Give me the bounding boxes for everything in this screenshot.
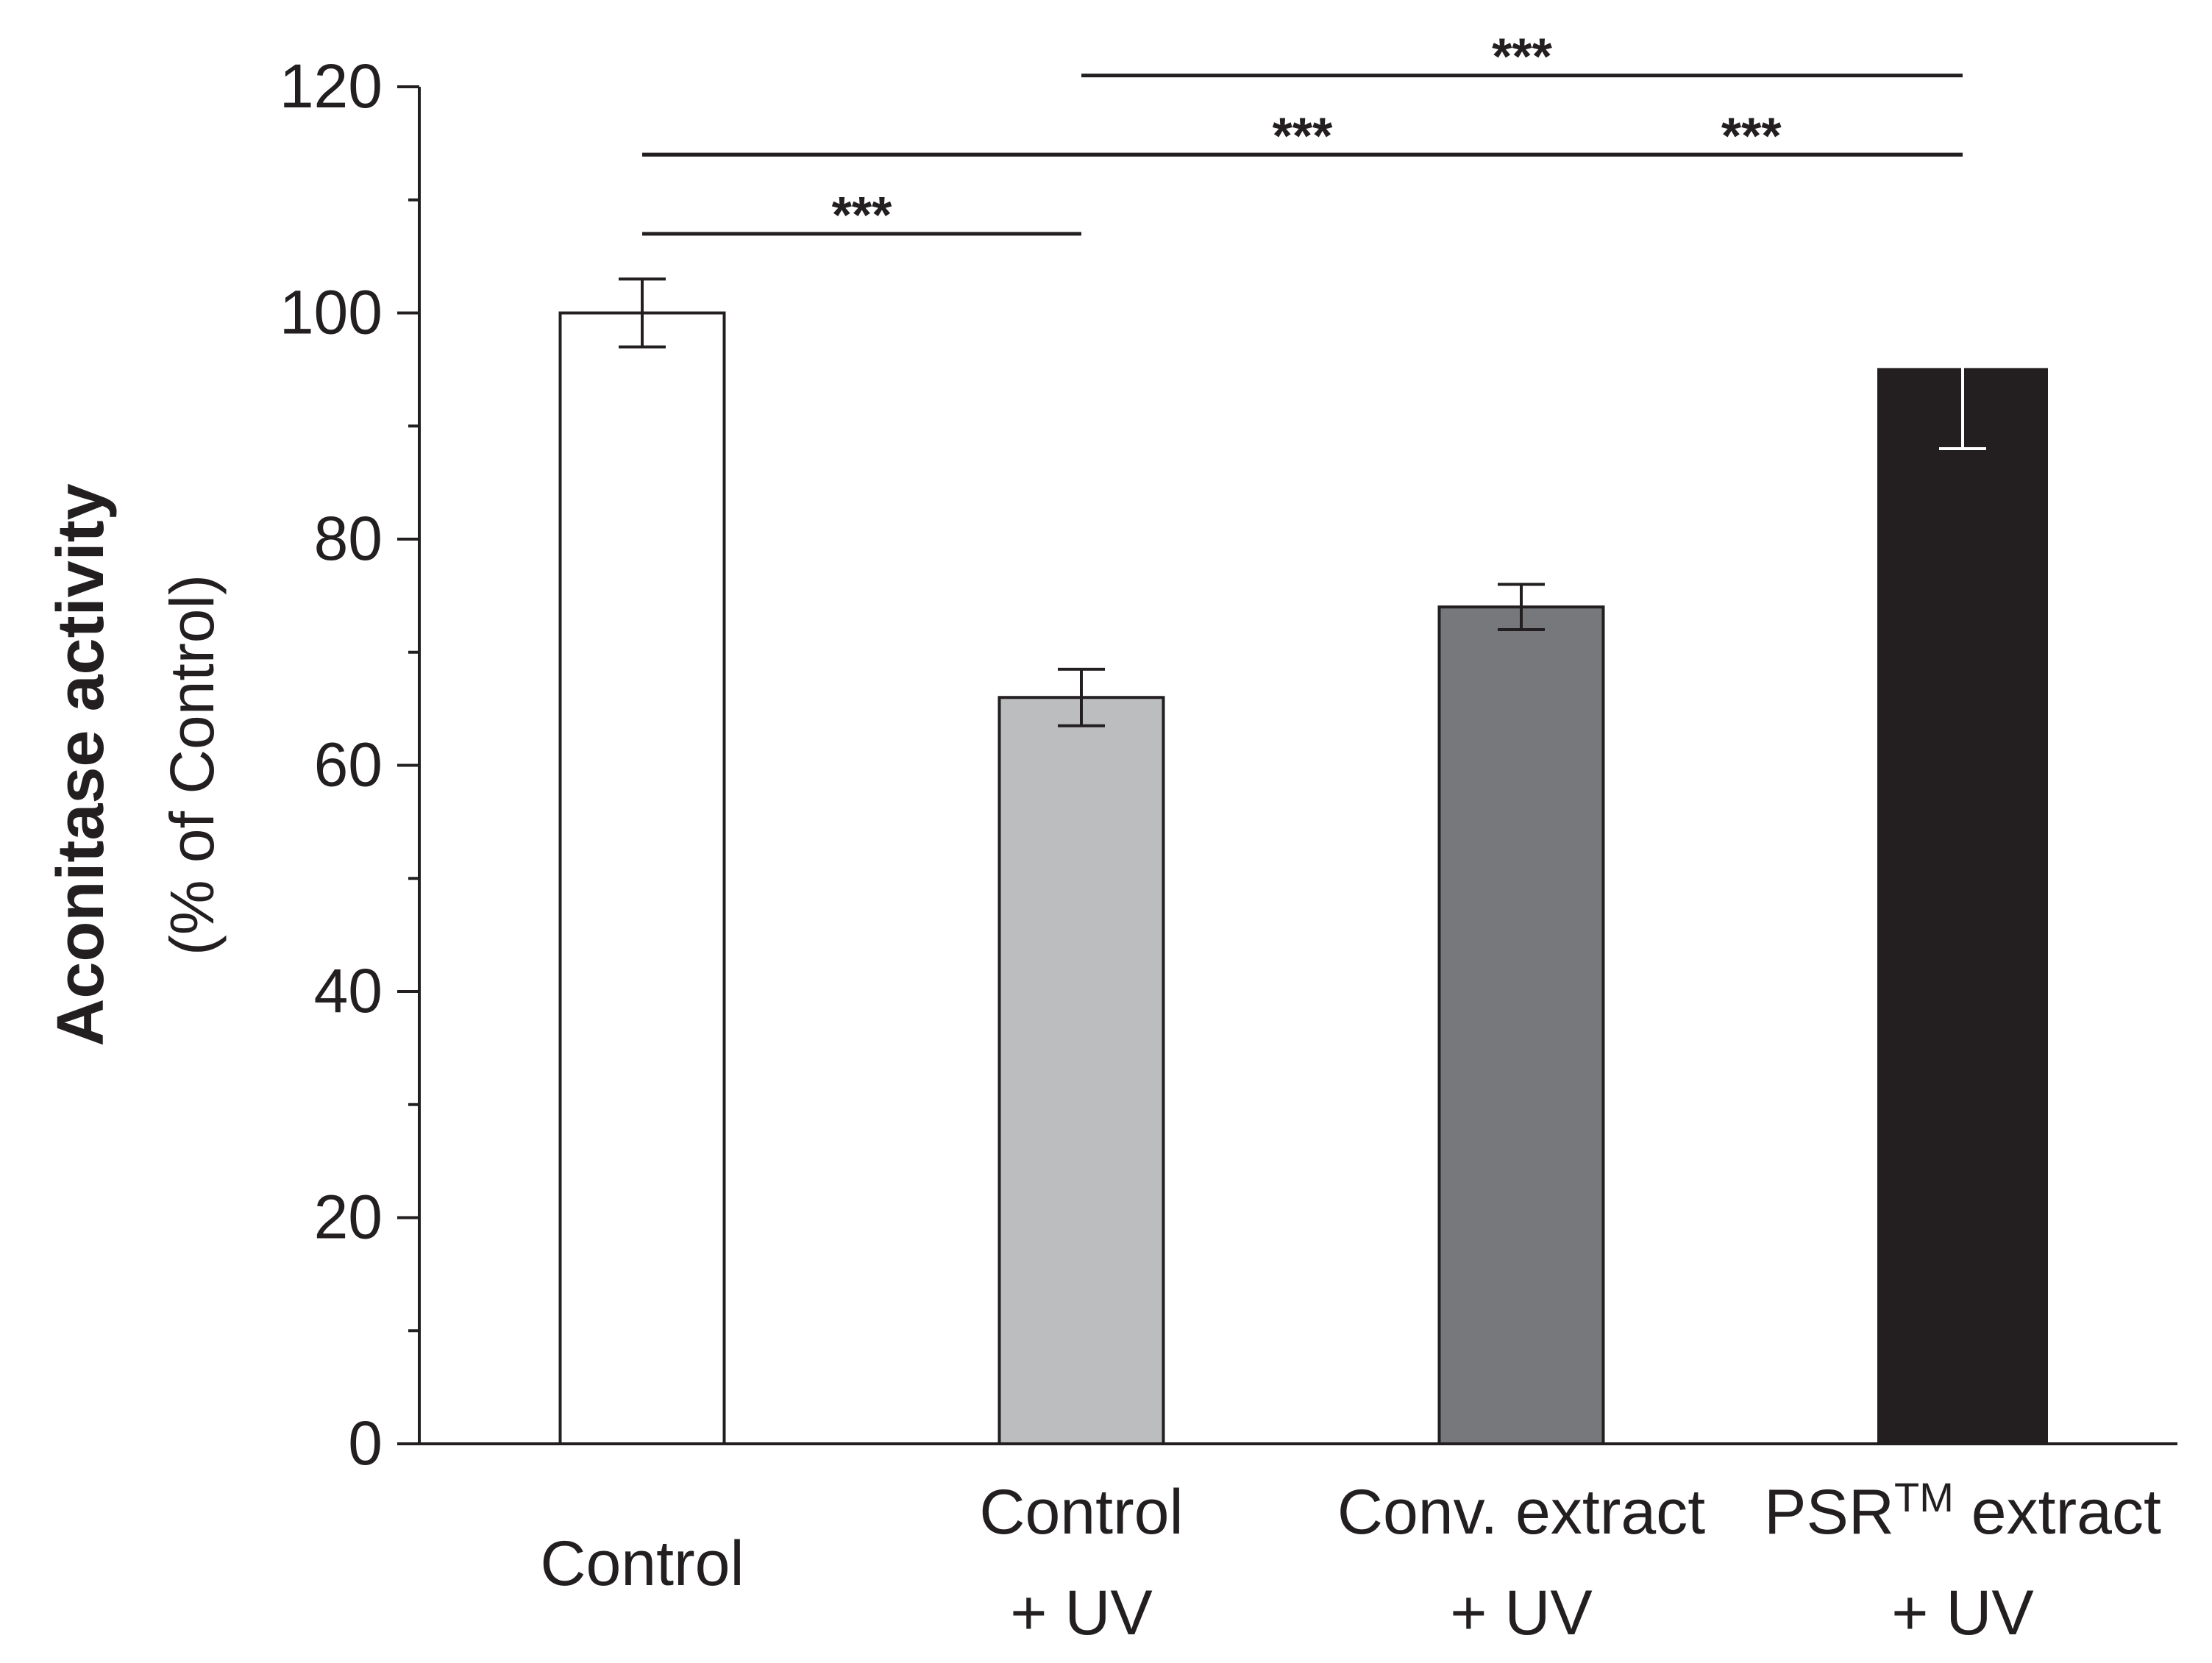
- category-label: PSRTM extract: [1764, 1474, 2161, 1548]
- y-tick-label: 80: [314, 504, 383, 573]
- category-label: Control: [540, 1528, 744, 1599]
- y-tick-label: 120: [280, 51, 383, 121]
- y-axis-title: Aconitase activity: [44, 483, 118, 1046]
- plot-area: 0 20 40 60 80 100 120 Control Control + UV Conv. e…: [280, 28, 2177, 1648]
- significance-label: ***: [1721, 107, 1782, 164]
- bar: [1437, 605, 1605, 1445]
- bar: [997, 696, 1165, 1445]
- y-axis-label: Aconitase activity (% of Control): [44, 483, 227, 1046]
- category-label-line2: + UV: [1450, 1578, 1593, 1648]
- significance-label: ***: [1492, 28, 1552, 85]
- bar: [1877, 368, 2048, 1445]
- category-label-line2: + UV: [1891, 1578, 2034, 1648]
- y-tick-label: 0: [348, 1409, 383, 1478]
- significance-label: ***: [832, 186, 892, 243]
- category-label-line2: + UV: [1010, 1578, 1153, 1648]
- y-tick-label: 60: [314, 730, 383, 800]
- y-tick-label: 20: [314, 1183, 383, 1252]
- y-tick-label: 100: [280, 278, 383, 347]
- category-label: Control: [979, 1477, 1183, 1548]
- category-label: Conv. extract: [1337, 1477, 1705, 1548]
- bar: [558, 311, 726, 1445]
- y-axis-subtitle: (% of Control): [157, 574, 227, 955]
- y-tick-label: 40: [314, 956, 383, 1025]
